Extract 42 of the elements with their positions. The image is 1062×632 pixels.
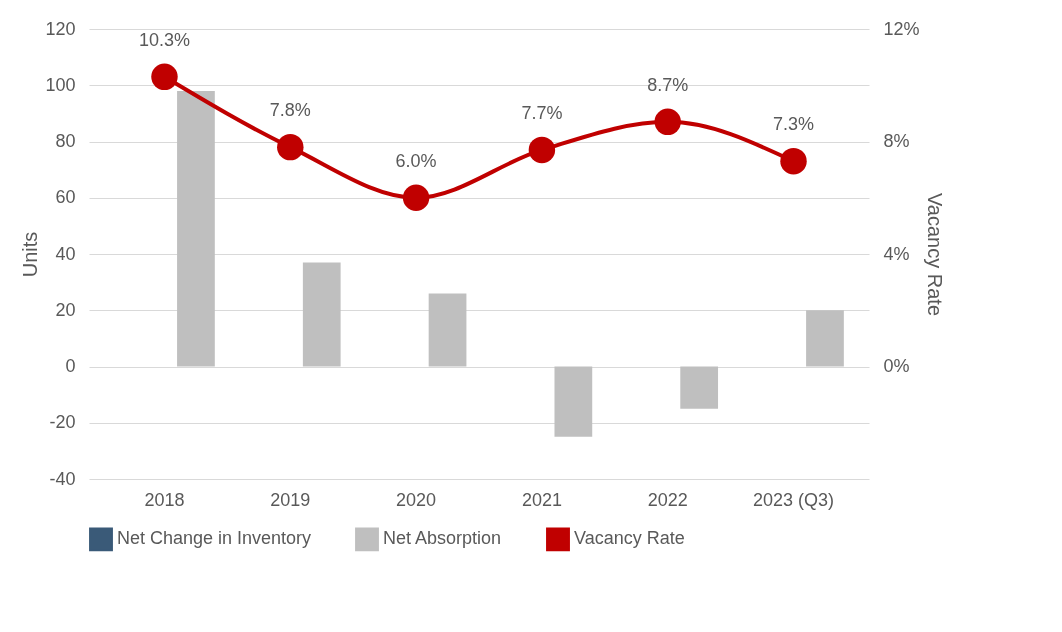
data-label: 6.0% <box>395 150 437 171</box>
y-tick-label: 100 <box>45 74 76 95</box>
point <box>402 184 430 211</box>
data-label: 7.8% <box>269 100 311 121</box>
data-label: 10.3% <box>138 29 191 50</box>
y2-tick-label: 0% <box>883 356 910 376</box>
x-tick-label: 2021 <box>521 489 562 510</box>
y-tick-label: 60 <box>55 187 76 208</box>
legend-label: Net Change in Inventory <box>117 528 312 549</box>
y-tick-label: -20 <box>49 412 76 433</box>
x-tick-label: 2022 <box>647 489 688 510</box>
x-tick-label: 2020 <box>396 489 437 510</box>
y2-axis-title: Vacancy Rate <box>923 192 946 317</box>
y-tick-label: 0 <box>65 356 76 376</box>
bar <box>177 90 215 367</box>
data-label: 8.7% <box>647 74 689 95</box>
bar <box>302 262 341 367</box>
bar <box>554 366 593 437</box>
y-tick-label: 20 <box>55 299 76 320</box>
data-label: 7.3% <box>773 114 815 135</box>
y2-tick-label: 4% <box>883 243 910 264</box>
x-tick-label: 2018 <box>144 489 185 510</box>
point <box>277 133 304 161</box>
x-tick-label: 2023 (Q3) <box>752 489 835 510</box>
y-axis-title: Units <box>19 231 42 278</box>
data-label: 7.7% <box>521 102 563 123</box>
legend-label: Vacancy Rate <box>574 528 685 549</box>
point <box>528 136 556 164</box>
y2-tick-label: 8% <box>883 131 910 151</box>
point <box>151 63 178 91</box>
y-tick-label: 80 <box>55 131 76 151</box>
bar <box>806 310 844 367</box>
legend-label: Net Absorption <box>383 528 502 549</box>
bar <box>428 293 467 367</box>
bar <box>680 366 719 409</box>
y2-tick-label: 12% <box>883 18 920 39</box>
point <box>654 108 681 136</box>
x-tick-label: 2019 <box>270 489 311 510</box>
y-tick-label: 120 <box>45 18 76 39</box>
point <box>780 147 807 175</box>
y-tick-label: 40 <box>55 243 76 264</box>
y-tick-label: -40 <box>49 468 76 489</box>
